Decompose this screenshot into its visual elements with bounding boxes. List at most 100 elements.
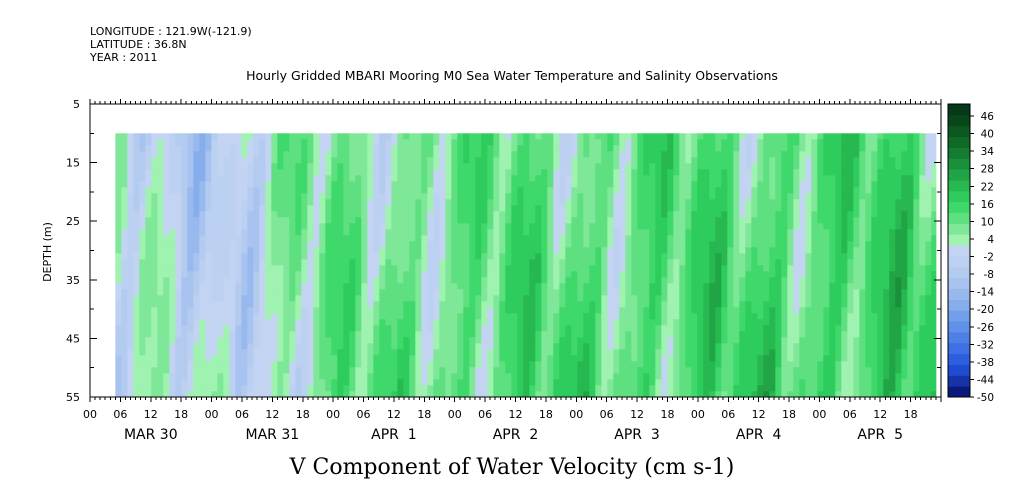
heatmap-cell [325, 271, 332, 278]
heatmap-cell [637, 325, 644, 332]
heatmap-cell [535, 295, 542, 302]
heatmap-cell [241, 211, 248, 218]
heatmap-cell [445, 307, 452, 314]
heatmap-cell [217, 325, 224, 332]
heatmap-cell [523, 289, 530, 296]
heatmap-cell [409, 331, 416, 338]
heatmap-cell [661, 379, 668, 386]
heatmap-cell [283, 217, 290, 224]
heatmap-cell [241, 355, 248, 362]
heatmap-cell [313, 175, 320, 182]
heatmap-cell [391, 367, 398, 374]
heatmap-cell [655, 307, 662, 314]
heatmap-cell [421, 139, 428, 146]
heatmap-cell [559, 289, 566, 296]
heatmap-cell [475, 169, 482, 176]
heatmap-cell [595, 343, 602, 350]
heatmap-cell [493, 307, 500, 314]
heatmap-cell [751, 277, 758, 284]
heatmap-cell [175, 151, 182, 158]
heatmap-cell [253, 217, 260, 224]
heatmap-cell [739, 277, 746, 284]
heatmap-cell [493, 193, 500, 200]
heatmap-cell [493, 139, 500, 146]
heatmap-cell [295, 247, 302, 254]
heatmap-cell [553, 391, 560, 398]
heatmap-cell [397, 271, 404, 278]
heatmap-cell [433, 307, 440, 314]
heatmap-cell [691, 361, 698, 368]
heatmap-cell [355, 253, 362, 260]
heatmap-cell [217, 301, 224, 308]
heatmap-cell [211, 367, 218, 374]
heatmap-cell [391, 379, 398, 386]
heatmap-cell [745, 199, 752, 206]
heatmap-cell [265, 283, 272, 290]
heatmap-cell [745, 181, 752, 188]
heatmap-cell [463, 385, 470, 392]
heatmap-cell [121, 217, 128, 224]
heatmap-cell [457, 235, 464, 242]
heatmap-cell [175, 253, 182, 260]
heatmap-cell [205, 385, 212, 392]
heatmap-cell [199, 349, 206, 356]
heatmap-cell [517, 181, 524, 188]
heatmap-cell [175, 205, 182, 212]
heatmap-cell [721, 133, 728, 140]
heatmap-cell [529, 217, 536, 224]
heatmap-cell [301, 337, 308, 344]
heatmap-cell [511, 271, 518, 278]
heatmap-cell [481, 343, 488, 350]
heatmap-cell [601, 247, 608, 254]
heatmap-cell [487, 265, 494, 272]
heatmap-cell [625, 241, 632, 248]
heatmap-cell [169, 187, 176, 194]
heatmap-cell [235, 241, 242, 248]
heatmap-cell [175, 355, 182, 362]
heatmap-cell [229, 223, 236, 230]
heatmap-cell [637, 157, 644, 164]
heatmap-cell [649, 145, 656, 152]
heatmap-cell [547, 217, 554, 224]
heatmap-cell [547, 145, 554, 152]
heatmap-cell [187, 187, 194, 194]
heatmap-cell [535, 331, 542, 338]
heatmap-cell [631, 151, 638, 158]
heatmap-cell [781, 157, 788, 164]
heatmap-cell [199, 247, 206, 254]
heatmap-cell [511, 301, 518, 308]
heatmap-cell [679, 373, 686, 380]
heatmap-cell [787, 391, 794, 398]
heatmap-cell [301, 181, 308, 188]
heatmap-cell [223, 151, 230, 158]
heatmap-cell [127, 343, 134, 350]
heatmap-cell [529, 181, 536, 188]
heatmap-cell [475, 133, 482, 140]
heatmap-cell [229, 379, 236, 386]
heatmap-cell [679, 241, 686, 248]
heatmap-cell [253, 169, 260, 176]
heatmap-cell [307, 331, 314, 338]
heatmap-cell [373, 331, 380, 338]
heatmap-cell [775, 301, 782, 308]
heatmap-cell [163, 265, 170, 272]
heatmap-cell [241, 247, 248, 254]
heatmap-cell [553, 205, 560, 212]
heatmap-cell [139, 283, 146, 290]
heatmap-cell [199, 295, 206, 302]
heatmap-cell [397, 169, 404, 176]
heatmap-cell [643, 367, 650, 374]
heatmap-cell [127, 331, 134, 338]
heatmap-cell [193, 217, 200, 224]
heatmap-cell [295, 385, 302, 392]
heatmap-cell [745, 301, 752, 308]
heatmap-cell [463, 367, 470, 374]
heatmap-cell [139, 355, 146, 362]
heatmap-cell [679, 199, 686, 206]
heatmap-cell [319, 391, 326, 398]
heatmap-cell [517, 169, 524, 176]
heatmap-cell [667, 205, 674, 212]
heatmap-cell [529, 391, 536, 398]
heatmap-cell [337, 205, 344, 212]
heatmap-cell [517, 211, 524, 218]
